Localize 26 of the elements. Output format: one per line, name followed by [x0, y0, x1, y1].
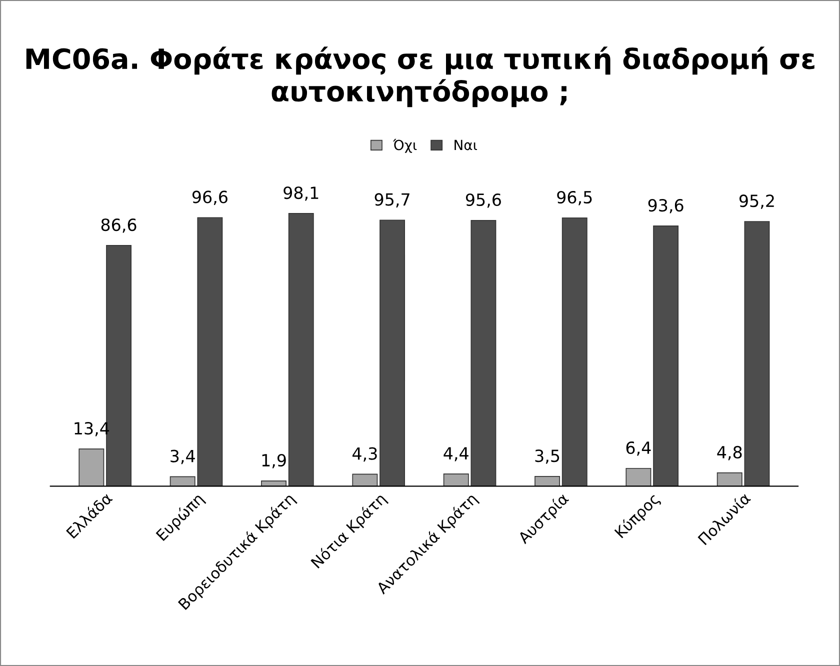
data-label: 95,2	[739, 194, 774, 209]
bar	[352, 474, 378, 486]
data-label: 95,7	[374, 193, 410, 208]
legend-label: Όχι	[393, 138, 417, 153]
data-label: 4,8	[717, 446, 742, 460]
bar	[78, 448, 104, 486]
data-label: 98,1	[284, 186, 318, 201]
data-label: 4,3	[352, 447, 377, 462]
chart-title: MC06a. Φοράτε κράνος σε μια τυπική διαδρομή σε αυτοκινητόδρομο ;	[26, 46, 814, 108]
bar	[288, 213, 314, 486]
bar	[653, 226, 679, 486]
legend-label: Ναι	[454, 140, 478, 150]
bar	[534, 476, 560, 486]
bar	[380, 220, 406, 486]
data-label: 3,5	[535, 450, 560, 464]
data-label: 93,6	[648, 199, 684, 214]
data-label: 6,4	[626, 441, 651, 456]
bar	[626, 468, 652, 486]
data-label: 3,4	[170, 450, 195, 464]
data-label: 96,5	[557, 190, 592, 206]
data-label: 95,6	[466, 193, 501, 208]
data-label: 4,4	[444, 447, 468, 462]
data-label: 86,6	[101, 218, 136, 233]
data-label: 96,6	[192, 190, 228, 205]
data-label: 1,9	[262, 454, 286, 468]
bar	[562, 217, 588, 486]
